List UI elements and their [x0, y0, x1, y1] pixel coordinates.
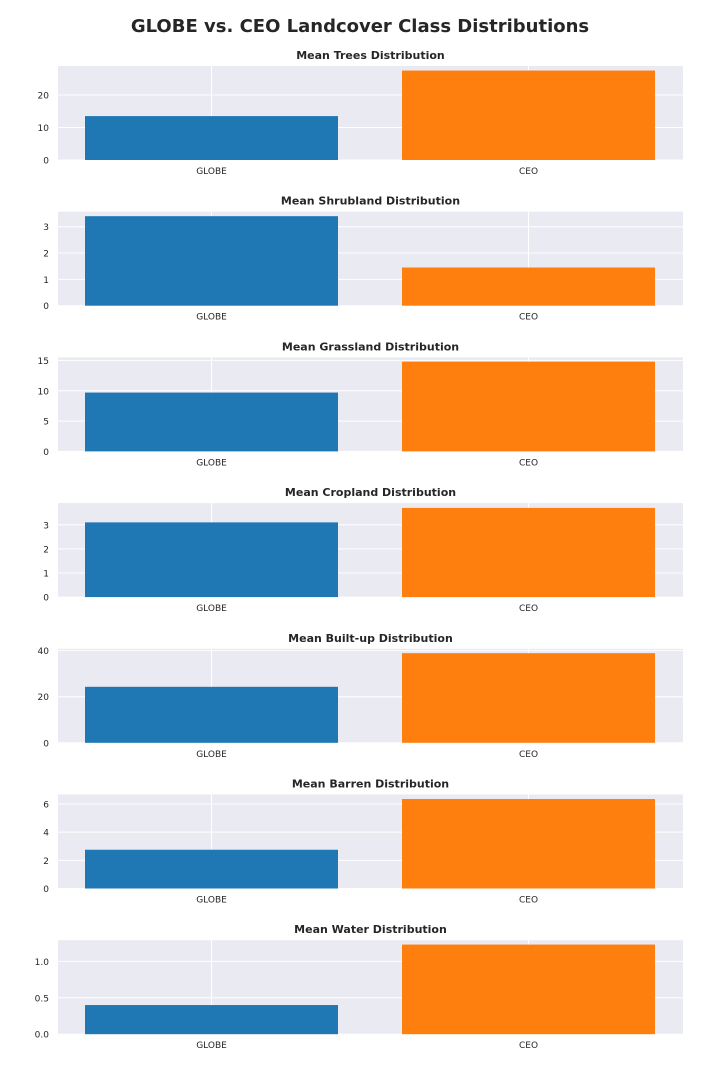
y-tick-label-3-0: 0 [43, 594, 49, 604]
y-tick-label-0-1: 10 [38, 124, 50, 134]
y-tick-label-5-3: 6 [43, 800, 49, 810]
bar-globe-1 [85, 216, 338, 306]
subplot-title-6: Mean Water Distribution [294, 923, 447, 936]
y-tick-label-1-3: 3 [43, 223, 49, 233]
bar-globe-3 [85, 522, 338, 598]
x-tick-label-globe-1: GLOBE [196, 313, 227, 323]
y-tick-label-1-0: 0 [43, 302, 49, 312]
y-tick-label-6-0: 0.0 [35, 1031, 50, 1041]
y-tick-label-2-0: 0 [43, 448, 49, 458]
subplot-title-1: Mean Shrubland Distribution [281, 195, 460, 208]
bar-ceo-5 [402, 799, 655, 889]
y-tick-label-5-1: 2 [43, 857, 49, 867]
bar-ceo-2 [402, 361, 655, 452]
subplot-title-3: Mean Cropland Distribution [285, 486, 456, 499]
y-tick-label-1-2: 2 [43, 250, 49, 260]
subplot-title-2: Mean Grassland Distribution [282, 340, 459, 353]
x-tick-label-globe-0: GLOBE [196, 167, 227, 177]
bar-ceo-3 [402, 507, 655, 598]
y-tick-label-4-2: 40 [38, 647, 50, 657]
subplot-title-4: Mean Built-up Distribution [288, 632, 453, 645]
x-tick-label-globe-3: GLOBE [196, 604, 227, 614]
y-tick-label-2-3: 15 [38, 357, 49, 367]
subplot-title-0: Mean Trees Distribution [296, 49, 445, 62]
y-tick-label-0-2: 20 [38, 91, 50, 101]
y-tick-label-5-0: 0 [43, 885, 49, 895]
x-tick-label-ceo-2: CEO [519, 458, 538, 468]
bar-ceo-4 [402, 653, 655, 743]
x-tick-label-globe-6: GLOBE [196, 1041, 227, 1051]
y-tick-label-5-2: 4 [43, 829, 49, 839]
y-tick-label-6-1: 0.5 [35, 994, 49, 1004]
bar-globe-2 [85, 392, 338, 452]
x-tick-label-ceo-3: CEO [519, 604, 538, 614]
bar-ceo-0 [402, 70, 655, 160]
y-tick-label-2-1: 5 [43, 418, 49, 428]
y-tick-label-2-2: 10 [38, 387, 50, 397]
x-tick-label-ceo-1: CEO [519, 313, 538, 323]
x-tick-label-globe-5: GLOBE [196, 896, 227, 906]
y-tick-label-3-2: 2 [43, 545, 49, 555]
x-tick-label-ceo-5: CEO [519, 896, 538, 906]
y-tick-label-3-1: 1 [43, 569, 49, 579]
bar-globe-5 [85, 849, 338, 889]
bar-globe-6 [85, 1005, 338, 1035]
bar-ceo-1 [402, 267, 655, 306]
bar-globe-0 [85, 116, 338, 160]
x-tick-label-ceo-0: CEO [519, 167, 538, 177]
bar-globe-4 [85, 686, 338, 743]
y-tick-label-3-3: 3 [43, 521, 49, 531]
y-tick-label-0-0: 0 [43, 157, 49, 167]
x-tick-label-globe-2: GLOBE [196, 458, 227, 468]
y-tick-label-1-1: 1 [43, 276, 49, 286]
x-tick-label-ceo-4: CEO [519, 750, 538, 760]
y-tick-label-4-1: 20 [38, 693, 50, 703]
figure-title: GLOBE vs. CEO Landcover Class Distributi… [130, 16, 590, 37]
x-tick-label-ceo-6: CEO [519, 1041, 538, 1051]
y-tick-label-4-0: 0 [43, 739, 49, 749]
y-tick-label-6-2: 1.0 [35, 958, 50, 968]
subplot-title-5: Mean Barren Distribution [292, 778, 449, 791]
x-tick-label-globe-4: GLOBE [196, 750, 227, 760]
bar-ceo-6 [402, 944, 655, 1035]
